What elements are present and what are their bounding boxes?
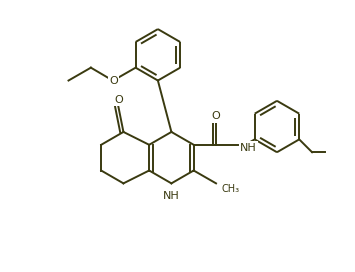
Text: NH: NH — [240, 143, 257, 153]
Text: O: O — [212, 112, 220, 122]
Text: O: O — [109, 76, 118, 85]
Text: CH₃: CH₃ — [222, 184, 240, 194]
Text: NH: NH — [163, 190, 180, 200]
Text: O: O — [114, 95, 123, 105]
